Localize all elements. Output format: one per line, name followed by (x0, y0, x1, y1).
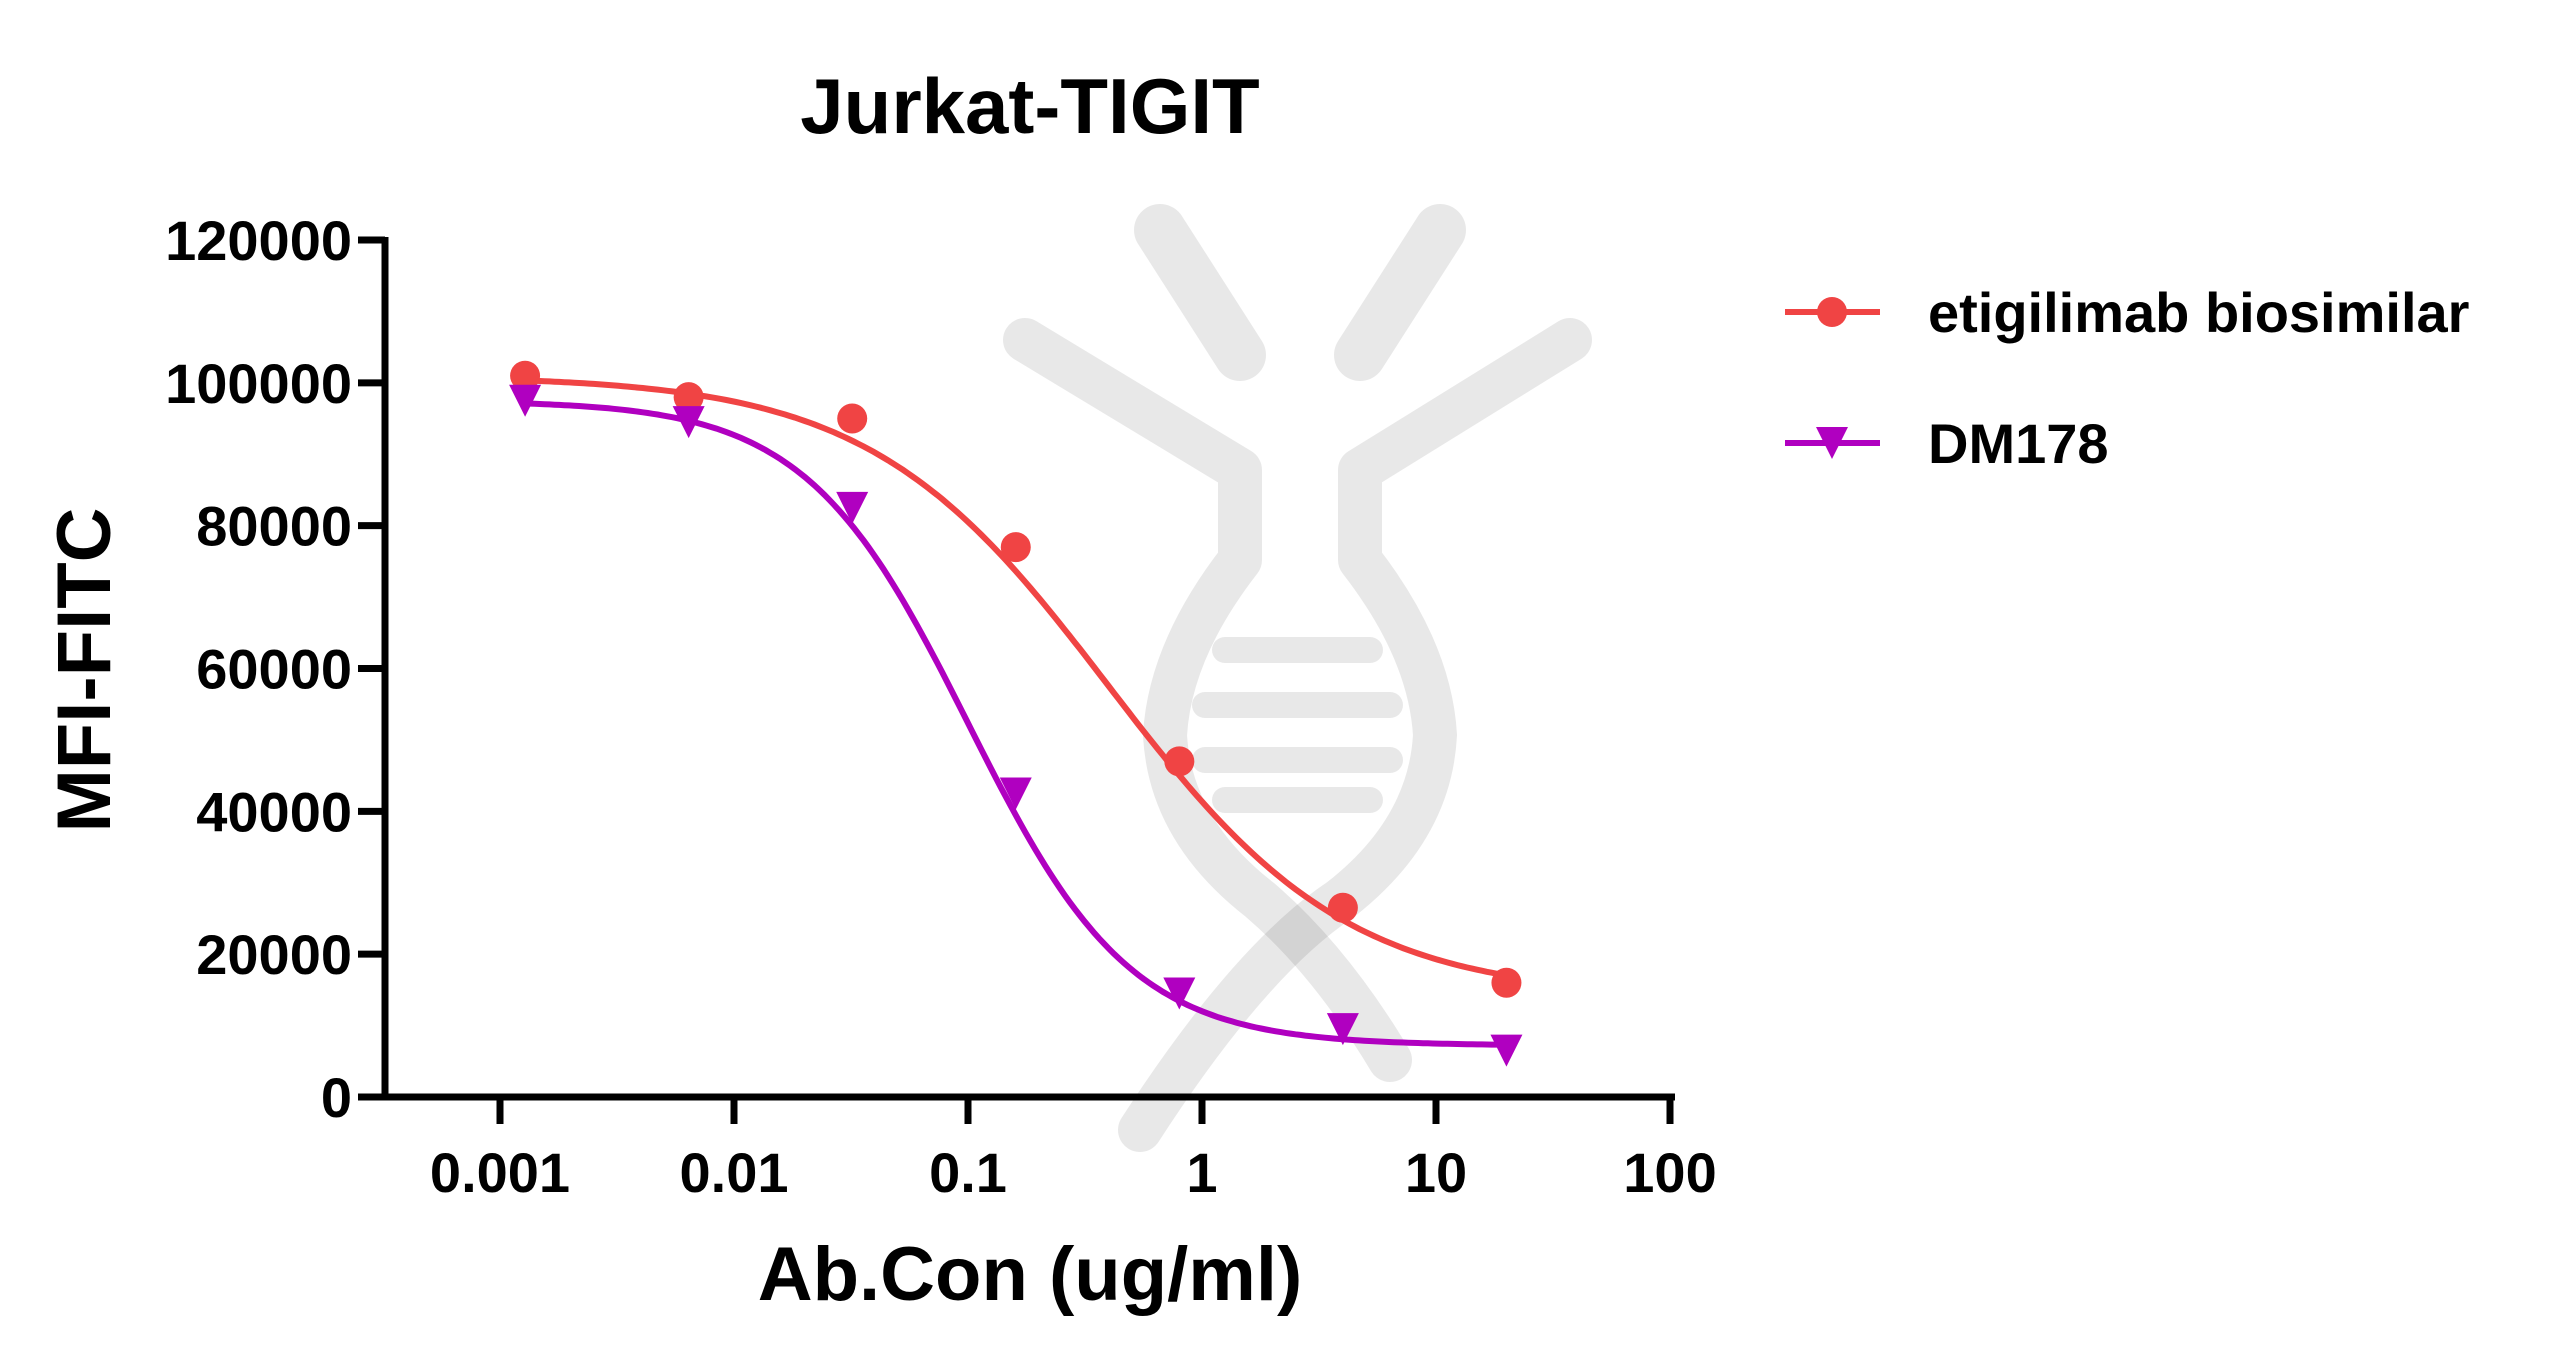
legend-label: etigilimab biosimilar (1928, 281, 2469, 344)
x-tick-label: 1 (1186, 1141, 1217, 1204)
x-tick-label: 0.1 (929, 1141, 1007, 1204)
y-tick-label: 0 (321, 1066, 352, 1129)
x-tick-label: 0.01 (680, 1141, 789, 1204)
x-axis: 0.001 0.01 0.1 1 10 100 (382, 1093, 1717, 1204)
data-point (1490, 1034, 1523, 1067)
data-point (1491, 967, 1522, 998)
plot-area (509, 360, 1523, 1067)
data-point (672, 406, 705, 439)
data-point (836, 491, 869, 524)
y-axis: 0 20000 40000 60000 80000 100000 120000 (165, 209, 389, 1129)
legend-marker (1817, 297, 1847, 327)
chart-title: Jurkat-TIGIT (800, 62, 1259, 150)
y-tick-label: 60000 (196, 638, 352, 701)
x-ticks: 0.001 0.01 0.1 1 10 100 (430, 1097, 1717, 1204)
data-point (673, 382, 704, 413)
data-point (509, 384, 542, 417)
x-tick-label: 10 (1405, 1141, 1467, 1204)
data-point (837, 403, 868, 434)
y-ticks: 0 20000 40000 60000 80000 100000 120000 (165, 209, 385, 1129)
x-tick-label: 0.001 (430, 1141, 570, 1204)
y-tick-label: 20000 (196, 923, 352, 986)
y-axis-label: MFI-FITC (42, 507, 127, 832)
series-2 (509, 384, 1523, 1067)
y-tick-label: 100000 (165, 352, 352, 415)
data-point (1164, 746, 1195, 777)
data-point (510, 360, 541, 391)
data-point (1000, 532, 1031, 563)
y-tick-label: 120000 (165, 209, 352, 272)
data-point (999, 777, 1032, 810)
data-point (1326, 1013, 1359, 1046)
watermark-logo (1003, 204, 1592, 1152)
y-tick-label: 80000 (196, 495, 352, 558)
legend: etigilimab biosimilar DM178 (1785, 281, 2469, 475)
x-axis-label: Ab.Con (ug/ml) (758, 1232, 1303, 1317)
data-point (1163, 977, 1196, 1010)
data-point (1327, 892, 1358, 923)
y-tick-label: 40000 (196, 780, 352, 843)
legend-label: DM178 (1928, 412, 2109, 475)
legend-marker (1816, 427, 1848, 459)
x-tick-label: 100 (1623, 1141, 1716, 1204)
series-1 (510, 360, 1522, 998)
